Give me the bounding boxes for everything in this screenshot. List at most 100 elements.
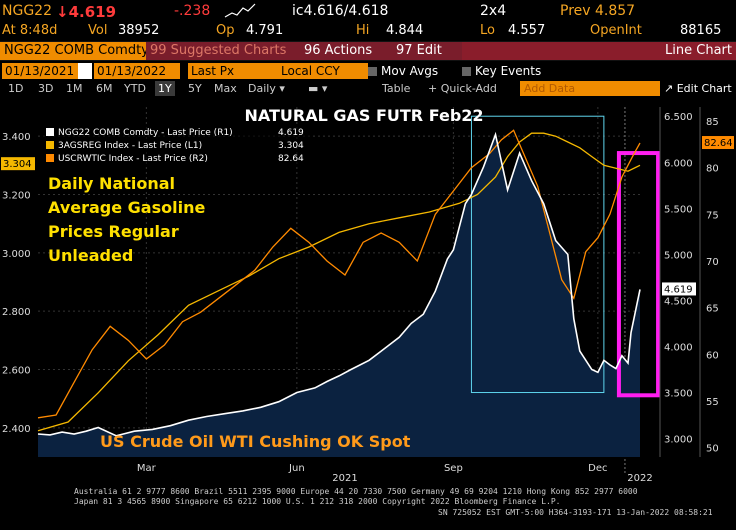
right2-tick-label: 55 (706, 397, 719, 408)
period-ytd[interactable]: YTD (124, 82, 146, 95)
legend-wti-value: 82.64 (278, 154, 304, 164)
x-tick-label: Jun (288, 463, 305, 474)
right2-tick-label: 60 (706, 350, 719, 361)
left-tick-label: 2.600 (2, 366, 31, 377)
gasoline-annotation-line: Daily National (48, 174, 175, 193)
right2-current-marker (702, 136, 734, 150)
frequency-label: Daily (248, 82, 276, 95)
left-tick-label: 2.800 (2, 307, 31, 318)
gasoline-annotation: Daily National Average Gasoline Prices Reg… (48, 174, 205, 265)
chart-type-label: Line Chart (462, 42, 736, 60)
currency-select[interactable]: Local CCY (278, 63, 368, 79)
legend-wti: USCRWTIC Index - Last Price (R2) (58, 154, 208, 164)
checkbox-icon (368, 67, 377, 76)
right1-tick-label: 4.500 (664, 296, 693, 307)
footer-line-3: SN 725052 EST GMT-5:00 H364-3193-171 13-… (438, 508, 713, 517)
line-chart: 3.400 3.200 3.000 2.800 2.600 2.400 3.304 6.500… (0, 97, 736, 482)
bloomberg-footer: Australia 61 2 9777 8600 Brazil 5511 239… (0, 484, 736, 530)
actions-menu[interactable]: 96 Actions (300, 42, 394, 60)
right2-tick-label: 75 (706, 210, 719, 221)
legend-background (42, 126, 312, 166)
mov-avgs-label: Mov Avgs (381, 64, 439, 78)
right2-tick-label: 70 (706, 257, 719, 268)
mov-avgs-toggle[interactable]: Mov Avgs (368, 63, 438, 79)
vol-label: Vol (88, 23, 108, 38)
legend-swatch-ng (46, 128, 54, 136)
high-value: 4.844 (386, 23, 424, 38)
right1-current-label: 4.619 (664, 284, 693, 295)
footer-line-1: Australia 61 2 9777 8600 Brazil 5511 239… (74, 487, 638, 496)
bid-ask: ic4.616/4.618 (292, 3, 389, 19)
year-label: 2021 (332, 473, 357, 482)
legend-swatch-wti (46, 154, 54, 162)
high-label: Hi (356, 23, 370, 38)
key-events-label: Key Events (475, 64, 542, 78)
bid-ask-size: 2x4 (480, 3, 507, 19)
right1-tick-label: 5.500 (664, 204, 693, 215)
chart-title: NATURAL GAS FUTR Feb22 (244, 106, 483, 125)
x-tick-label: Dec (588, 463, 607, 474)
table-button[interactable]: Table (382, 82, 411, 95)
footer-line-2: Japan 81 3 4565 8900 Singapore 65 6212 1… (74, 497, 561, 506)
right1-tick-label: 6.500 (664, 112, 693, 123)
period-max[interactable]: Max (214, 82, 237, 95)
left-tick-label: 3.200 (2, 191, 31, 202)
right1-current-marker (662, 282, 696, 296)
legend-gasoline: 3AGSREG Index - Last Price (L1) (58, 141, 202, 151)
cyan-box (470, 115, 605, 394)
period-1y[interactable]: 1Y (155, 81, 175, 96)
function-toolbar: NGG22 COMB Comdty 99 Suggested Charts 96… (0, 41, 736, 61)
end-date-input[interactable]: 01/13/2022 (94, 63, 180, 79)
legend-gasoline-value: 3.304 (278, 141, 304, 151)
left-tick-label: 3.400 (2, 132, 31, 143)
period-1d[interactable]: 1D (8, 82, 24, 95)
series-line-wti (37, 129, 641, 419)
series-line-gasoline (37, 132, 641, 432)
right1-tick-label: 6.000 (664, 158, 693, 169)
gasoline-annotation-line: Unleaded (48, 246, 133, 265)
legend-ng: NGG22 COMB Comdty - Last Price (R1) (58, 128, 233, 138)
right2-tick-label: 65 (706, 304, 719, 315)
legend-ng-value: 4.619 (278, 128, 304, 138)
key-events-toggle[interactable]: Key Events (462, 63, 541, 79)
chart-style-icon[interactable]: ▬ ▾ (308, 82, 328, 95)
edit-chart-label: Edit Chart (676, 82, 732, 95)
price-change: -.238 (174, 3, 211, 19)
openint-label: OpenInt (590, 23, 642, 38)
gasoline-annotation-line: Prices Regular (48, 222, 179, 241)
right2-tick-label: 50 (706, 444, 719, 455)
date-dash-icon (78, 63, 92, 79)
edit-menu[interactable]: 97 Edit (392, 42, 464, 60)
ticker-symbol: NGG22 (2, 3, 52, 19)
start-date-input[interactable]: 01/13/2021 (2, 63, 78, 79)
low-value: 4.557 (508, 23, 546, 38)
gasoline-annotation-line: Average Gasoline (48, 198, 205, 217)
highlight-boxes (470, 115, 661, 398)
quick-add-button[interactable]: + Quick-Add (428, 82, 497, 95)
period-6m[interactable]: 6M (96, 82, 113, 95)
right2-current-label: 82.64 (704, 138, 733, 149)
right1-tick-label: 3.000 (664, 435, 693, 446)
period-row: 1D 3D 1M 6M YTD 1Y 5Y Max Daily ▾ ▬ ▾ Ta… (0, 81, 736, 97)
chart-icon: ↗ (664, 82, 674, 95)
period-5y[interactable]: 5Y (188, 82, 202, 95)
x-tick-label: Mar (137, 463, 157, 474)
prev-close: Prev 4.857 (560, 3, 636, 19)
field-select[interactable]: Last Px (188, 63, 278, 79)
x-tick-label: Sep (444, 463, 463, 474)
date-range-row: 01/13/2021 01/13/2022 Last Px Local CCY … (0, 63, 736, 80)
period-3d[interactable]: 3D (38, 82, 54, 95)
suggested-charts-button[interactable]: 99 Suggested Charts (146, 42, 304, 60)
add-data-input[interactable]: Add Data (520, 81, 660, 96)
left-current-label: 3.304 (3, 159, 32, 170)
right1-tick-label: 3.500 (664, 389, 693, 400)
chart-axes: 3.400 3.200 3.000 2.800 2.600 2.400 3.304 6.500… (1, 107, 734, 482)
left-tick-label: 2.400 (2, 424, 31, 435)
frequency-select[interactable]: Daily ▾ (248, 82, 285, 95)
sparkline-icon (224, 3, 256, 18)
edit-chart-button[interactable]: ↗ Edit Chart (664, 81, 732, 96)
checkbox-icon (462, 67, 471, 76)
period-1m[interactable]: 1M (66, 82, 83, 95)
security-field[interactable]: NGG22 COMB Comdty (0, 42, 150, 60)
low-label: Lo (480, 23, 495, 38)
